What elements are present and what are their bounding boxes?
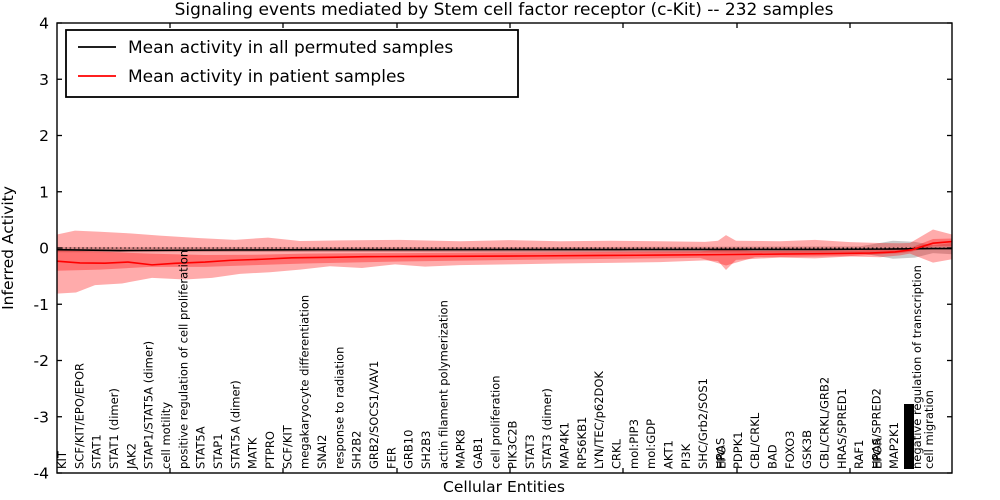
entity-label: BAD	[766, 444, 780, 469]
plot-frame	[56, 22, 953, 474]
entity-label: PTPRO	[263, 431, 277, 469]
entity-label: STAT3	[523, 434, 537, 469]
entity-label: STAT5A	[194, 426, 208, 469]
entity-label: JAK2	[124, 443, 138, 470]
mean-activity-lines	[56, 240, 953, 266]
entity-label: cell proliferation	[488, 375, 502, 469]
entity-label: GRB2/SOCS1/VAV1	[367, 361, 381, 469]
entity-label: PI3K	[679, 443, 693, 469]
entity-label: SH2B2	[350, 431, 364, 469]
patient-mean-line	[56, 240, 953, 266]
legend-label-patient: Mean activity in patient samples	[128, 67, 405, 87]
entity-label: MAP4K1	[558, 422, 572, 469]
entity-label-overlapping: HRAS/SPRED2	[870, 388, 884, 469]
entity-label: SH2B3	[419, 431, 433, 469]
entity-label: CRKL	[610, 438, 624, 469]
y-tick-label: -4	[34, 465, 49, 483]
entity-label: PIK3C2B	[506, 420, 520, 469]
entity-label: MAP2K1	[887, 422, 901, 469]
entity-label: RPS6KB1	[575, 417, 589, 469]
entity-label: SCF/KIT	[280, 424, 294, 469]
overlapping-labels-blob	[904, 404, 914, 469]
entity-label: megakaryocyte differentiation	[298, 295, 312, 469]
entity-label: MAPK8	[454, 429, 468, 469]
y-tick-label: 4	[39, 15, 49, 33]
band-patient-samples-range-inner	[57, 238, 952, 271]
chart-title: Signaling events mediated by Stem cell f…	[175, 0, 834, 20]
permuted-mean-line	[56, 247, 952, 252]
entity-label: STAP1/STAT5A (dimer)	[142, 341, 156, 469]
y-tick-label: 3	[39, 71, 49, 89]
entity-label: PDPK1	[731, 431, 745, 469]
y-tick-label: 0	[39, 240, 49, 258]
entity-label: MATK	[246, 437, 260, 469]
y-tick-label: 1	[39, 183, 49, 201]
entity-label: STAT1	[90, 434, 104, 469]
entity-label: LYN/TEC/p62DOK	[592, 371, 606, 469]
band-patient-samples-range-outer	[57, 229, 952, 294]
entity-label: SHC/Grb2/SOS1	[696, 378, 710, 469]
y-axis-label: Inferred Activity	[0, 186, 17, 310]
entity-label-overlapping: HRAS	[714, 438, 728, 469]
entity-label: SNAI2	[315, 435, 329, 469]
entity-label: actin filament polymerization	[436, 300, 450, 469]
legend: Mean activity in all permuted samples Me…	[65, 29, 519, 98]
entity-label: SCF/KIT/EPO/EPOR	[72, 363, 86, 469]
y-tick-label: -3	[34, 408, 49, 426]
entity-label: RAF1	[852, 440, 866, 469]
entity-label: AKT1	[662, 440, 676, 469]
entity-label: FER	[384, 447, 398, 469]
entity-label: FOXO3	[783, 431, 797, 469]
entity-label: positive regulation of cell proliferatio…	[176, 250, 190, 469]
legend-label-permuted: Mean activity in all permuted samples	[128, 38, 453, 58]
entity-label: cell migration	[922, 390, 936, 469]
entity-tick-labels: KIT SCF/KIT/EPO/EPOR STAT1 STAT1 (dimer) JAK…	[55, 250, 936, 470]
x-axis-label: Cellular Entities	[443, 478, 565, 496]
entity-label: GRB10	[402, 430, 416, 469]
confidence-bands	[57, 229, 952, 294]
legend-box	[65, 29, 519, 98]
y-tick-label: -1	[34, 296, 49, 314]
y-tick-label: -2	[34, 352, 49, 370]
entity-label: response to radiation	[332, 347, 346, 469]
y-tick-label: 2	[39, 127, 49, 145]
entity-label: GAB1	[471, 437, 485, 469]
entity-label: STAT1 (dimer)	[107, 388, 121, 469]
entity-label: STAT3 (dimer)	[540, 388, 554, 469]
entity-label: CBL/CRKL	[748, 412, 762, 469]
entity-label: HRAS/SPRED1	[835, 388, 849, 469]
entity-label: KIT	[55, 450, 69, 469]
entity-label: CBL/CRKL/GRB2	[818, 377, 832, 469]
entity-label-overlapping: EPOR	[871, 438, 885, 469]
entity-label: negative regulation of transcription	[910, 265, 924, 469]
entity-label: mol:PIP3	[627, 419, 641, 469]
entity-label: cell motility	[159, 402, 173, 469]
entity-label-overlapping: EPO	[715, 446, 729, 469]
entity-label: mol:GDP	[644, 419, 658, 469]
entity-label: GSK3B	[800, 430, 814, 469]
entity-label: STAP1	[211, 433, 225, 469]
entity-label: STAT5A (dimer)	[228, 380, 242, 469]
